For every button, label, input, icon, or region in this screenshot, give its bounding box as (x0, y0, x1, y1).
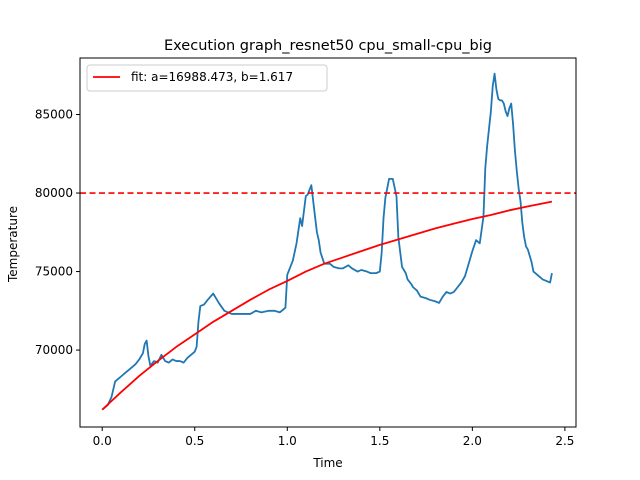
legend-box (86, 64, 328, 92)
y-tick-label: 80000 (35, 186, 73, 200)
chart-title: Execution graph_resnet50 cpu_small-cpu_b… (164, 38, 492, 54)
plot-frame (79, 57, 577, 428)
x-tick-label: 1.0 (278, 434, 297, 448)
y-axis-label: Temperature (6, 206, 20, 283)
y-tick-label: 85000 (35, 108, 73, 122)
x-tick-label: 2.5 (555, 434, 574, 448)
y-tick-label: 75000 (35, 265, 73, 279)
x-tick-label: 2.0 (463, 434, 482, 448)
x-tick-label: 0.5 (185, 434, 204, 448)
fit-series-line (101, 200, 553, 411)
temperature-series-line (101, 72, 553, 411)
plot-area (80, 72, 576, 411)
x-tick-label: 1.5 (370, 434, 389, 448)
legend-label: fit: a=16988.473, b=1.617 (131, 70, 293, 84)
axes: 0.0 0.5 1.0 1.5 2.0 2.5 70000 75000 80000 85000 (35, 57, 577, 448)
x-axis-label: Time (312, 456, 342, 470)
y-tick-label: 70000 (35, 343, 73, 357)
x-tick-label: 0.0 (93, 434, 112, 448)
legend: fit: a=16988.473, b=1.617 (86, 64, 328, 92)
